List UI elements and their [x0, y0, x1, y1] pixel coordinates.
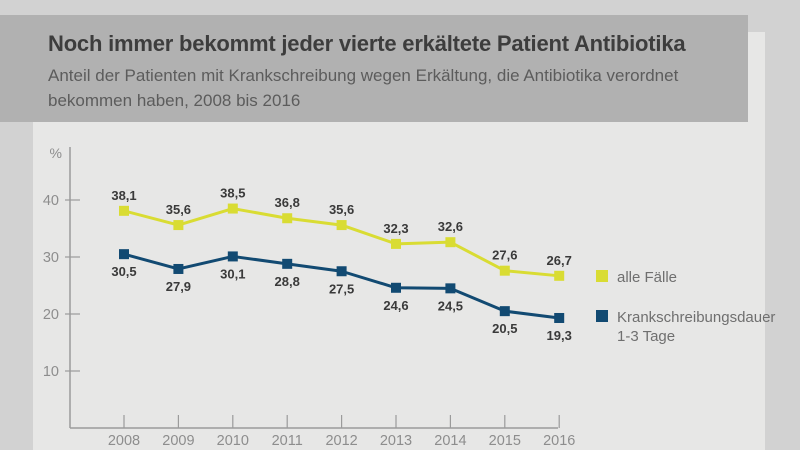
data-point-marker	[391, 238, 401, 249]
data-point-label: 24,6	[383, 298, 408, 313]
x-tick-label: 2014	[434, 433, 466, 449]
data-point-label: 27,5	[329, 281, 354, 296]
data-point-marker	[499, 265, 510, 276]
infographic-header: Noch immer bekommt jeder vierte erkältet…	[0, 15, 748, 122]
data-point-marker	[445, 237, 456, 248]
legend-label-krankschreibungsdauer: Krankschreibungsdauer 1-3 Tage	[617, 308, 775, 346]
data-point-marker	[336, 220, 347, 231]
x-tick-label: 2011	[272, 433, 303, 449]
data-point-marker	[336, 266, 347, 277]
y-tick-label: 20	[43, 307, 59, 323]
data-point-label: 35,6	[329, 202, 354, 217]
legend-swatch-alle-faelle	[596, 270, 608, 282]
data-point-marker	[282, 258, 293, 269]
data-point-label: 20,5	[492, 321, 517, 336]
data-point-label: 32,3	[383, 221, 408, 236]
y-tick-label: 10	[43, 364, 59, 380]
x-tick-label: 2013	[380, 433, 412, 449]
data-point-marker	[227, 203, 238, 214]
data-point-marker	[391, 282, 401, 293]
legend-label-line1: Krankschreibungsdauer	[617, 309, 776, 326]
data-point-marker	[173, 220, 184, 231]
data-point-marker	[554, 270, 565, 281]
legend-item-krankschreibungsdauer: Krankschreibungsdauer 1-3 Tage	[596, 308, 775, 346]
y-axis-unit-label: %	[50, 145, 62, 161]
y-tick-label: 30	[43, 250, 59, 266]
data-point-marker	[119, 249, 129, 260]
legend-label-line2: 1-3 Tage	[617, 328, 676, 345]
x-tick-label: 2009	[162, 433, 194, 449]
data-point-label: 28,8	[275, 274, 300, 289]
legend-label-alle-faelle: alle Fälle	[617, 269, 678, 286]
data-point-marker	[282, 213, 293, 224]
data-point-label: 32,6	[438, 219, 463, 234]
data-point-label: 30,1	[220, 266, 245, 281]
x-tick-label: 2016	[543, 433, 575, 449]
data-point-label: 38,5	[220, 186, 245, 201]
x-tick-label: 2010	[217, 433, 249, 449]
data-point-label: 19,3	[547, 328, 572, 343]
data-point-label: 36,8	[275, 195, 300, 210]
data-point-marker	[227, 251, 238, 262]
x-tick-label: 2012	[325, 433, 357, 449]
data-point-marker	[445, 283, 456, 294]
data-point-label: 24,5	[438, 298, 463, 313]
data-point-label: 35,6	[166, 202, 191, 217]
data-point-label: 26,7	[547, 253, 572, 268]
legend-item-alle-faelle: alle Fälle	[596, 268, 677, 287]
data-point-marker	[119, 205, 129, 216]
x-tick-label: 2015	[489, 433, 521, 449]
y-tick-label: 40	[43, 193, 59, 209]
page-subtitle: Anteil der Patienten mit Krankschreibung…	[48, 66, 679, 110]
data-point-label: 27,9	[166, 279, 191, 294]
data-point-label: 30,5	[111, 264, 136, 279]
data-point-marker	[554, 312, 565, 323]
data-point-marker	[499, 306, 510, 317]
legend-swatch-krankschreibungsdauer	[596, 310, 608, 322]
data-point-label: 27,6	[492, 248, 517, 263]
data-point-label: 38,1	[111, 188, 136, 203]
x-tick-label: 2008	[108, 433, 140, 449]
data-point-marker	[173, 263, 184, 274]
page-title: Noch immer bekommt jeder vierte erkältet…	[48, 31, 686, 56]
